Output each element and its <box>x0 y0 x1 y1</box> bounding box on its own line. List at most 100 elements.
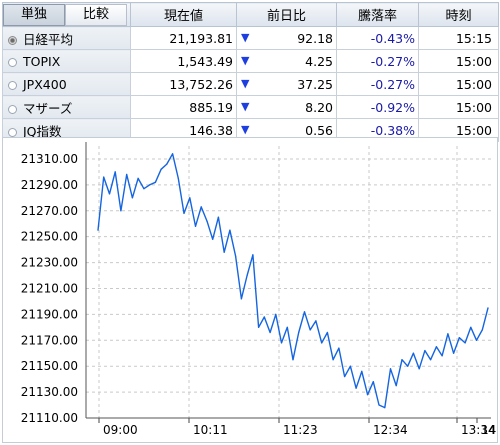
y-tick-label: 21170.00 <box>21 333 78 347</box>
radio-button-icon[interactable] <box>8 80 17 90</box>
price-point <box>470 326 472 328</box>
price-point <box>108 193 111 195</box>
radio-button-icon[interactable] <box>8 35 17 45</box>
change-value: 92.18 <box>297 30 333 46</box>
price-point <box>229 229 231 231</box>
down-arrow-icon: ▼ <box>241 122 250 136</box>
index-table: 単独 比較 現在値 前日比 騰落率 時刻 日経平均 21,193.81 ▼ 92.1… <box>2 2 499 142</box>
row-name-cell[interactable]: JPX400 <box>2 72 131 96</box>
price-cell: 1,543.49 <box>130 49 237 73</box>
price-point <box>257 326 260 328</box>
down-arrow-icon: ▼ <box>241 30 250 44</box>
pct-cell: -0.92% <box>336 95 419 119</box>
down-arrow-icon: ▼ <box>241 99 250 113</box>
price-point <box>212 238 214 240</box>
price-cell: 885.19 <box>130 95 237 119</box>
view-tabs: 単独 比較 <box>2 2 131 27</box>
price-point <box>309 329 311 331</box>
price-cell: 13,752.26 <box>130 72 237 96</box>
row-name-cell[interactable]: TOPIX <box>2 49 131 73</box>
change-value: 37.25 <box>297 76 333 92</box>
price-point <box>315 320 317 322</box>
price-point <box>223 251 225 253</box>
price-point <box>366 394 369 396</box>
radio-button-icon[interactable] <box>8 127 17 137</box>
column-header-change[interactable]: 前日比 <box>236 2 337 27</box>
price-point <box>137 177 139 179</box>
row-name-cell[interactable]: 日経平均 <box>2 26 131 50</box>
price-point <box>412 352 415 354</box>
change-cell: ▼ 4.25 <box>236 49 337 73</box>
y-tick-label: 21230.00 <box>21 256 78 270</box>
price-point <box>452 352 455 354</box>
price-point <box>183 212 185 214</box>
x-tick-label: 09:00 <box>103 423 138 437</box>
price-point <box>372 381 374 383</box>
price-point <box>447 333 449 335</box>
table-header-row: 単独 比較 現在値 前日比 騰落率 時刻 <box>2 2 499 27</box>
column-header-time[interactable]: 時刻 <box>418 2 499 27</box>
x-tick-label: 14: <box>481 423 497 437</box>
price-point <box>240 298 242 300</box>
price-point <box>194 225 197 227</box>
column-header-price[interactable]: 現在値 <box>130 2 237 27</box>
y-tick-label: 21190.00 <box>21 307 78 321</box>
price-point <box>166 163 168 165</box>
pct-cell: -0.27% <box>336 49 419 73</box>
price-point <box>171 153 174 155</box>
price-cell: 21,193.81 <box>130 26 237 50</box>
time-cell: 15:15 <box>418 26 499 50</box>
price-point <box>286 326 288 328</box>
table-row[interactable]: TOPIX 1,543.49 ▼ 4.25 -0.27% 15:00 <box>2 49 499 73</box>
x-tick-label: 13:34 <box>461 423 496 437</box>
price-point <box>464 342 466 344</box>
x-tick-label: 11:23 <box>283 423 318 437</box>
price-point <box>430 359 432 361</box>
price-point <box>149 184 151 186</box>
change-cell: ▼ 8.20 <box>236 95 337 119</box>
change-value: 0.56 <box>305 122 333 138</box>
row-name-cell[interactable]: JQ指数 <box>2 118 131 142</box>
pct-cell: -0.43% <box>336 26 419 50</box>
index-name: JQ指数 <box>23 123 62 139</box>
table-row[interactable]: 日経平均 21,193.81 ▼ 92.18 -0.43% 15:15 <box>2 26 499 50</box>
price-point <box>321 342 323 344</box>
price-point <box>435 346 437 348</box>
radio-button-icon[interactable] <box>8 57 17 67</box>
price-point <box>298 331 300 334</box>
price-point <box>189 197 191 199</box>
time-cell: 15:00 <box>418 95 499 119</box>
table-row[interactable]: マザーズ 885.19 ▼ 8.20 -0.92% 15:00 <box>2 95 499 119</box>
price-point <box>384 407 386 409</box>
down-arrow-icon: ▼ <box>241 53 250 67</box>
price-point <box>143 188 145 190</box>
price-point <box>389 368 392 370</box>
radio-button-icon[interactable] <box>8 104 17 114</box>
price-point <box>344 375 346 378</box>
price-point <box>97 229 99 231</box>
change-value: 8.20 <box>305 99 333 115</box>
table-row[interactable]: JPX400 13,752.26 ▼ 37.25 -0.27% 15:00 <box>2 72 499 96</box>
price-point <box>349 365 351 367</box>
price-point <box>355 387 357 389</box>
row-name-cell[interactable]: マザーズ <box>2 95 131 119</box>
column-header-pct[interactable]: 騰落率 <box>336 2 419 27</box>
price-point <box>326 331 329 334</box>
y-tick-label: 21110.00 <box>21 411 78 425</box>
y-tick-label: 21250.00 <box>21 230 78 244</box>
time-cell: 15:00 <box>418 72 499 96</box>
price-point <box>303 311 306 313</box>
x-tick-label: 10:11 <box>193 423 228 437</box>
tab-compare[interactable]: 比較 <box>65 3 127 26</box>
price-point <box>200 206 202 208</box>
price-point <box>481 329 483 331</box>
price-point <box>378 404 380 406</box>
price-point <box>246 274 248 277</box>
price-point <box>475 339 478 341</box>
price-point <box>120 210 122 212</box>
price-point <box>361 370 363 372</box>
down-arrow-icon: ▼ <box>241 76 250 90</box>
tab-single[interactable]: 単独 <box>3 3 65 26</box>
change-cell: ▼ 92.18 <box>236 26 337 50</box>
